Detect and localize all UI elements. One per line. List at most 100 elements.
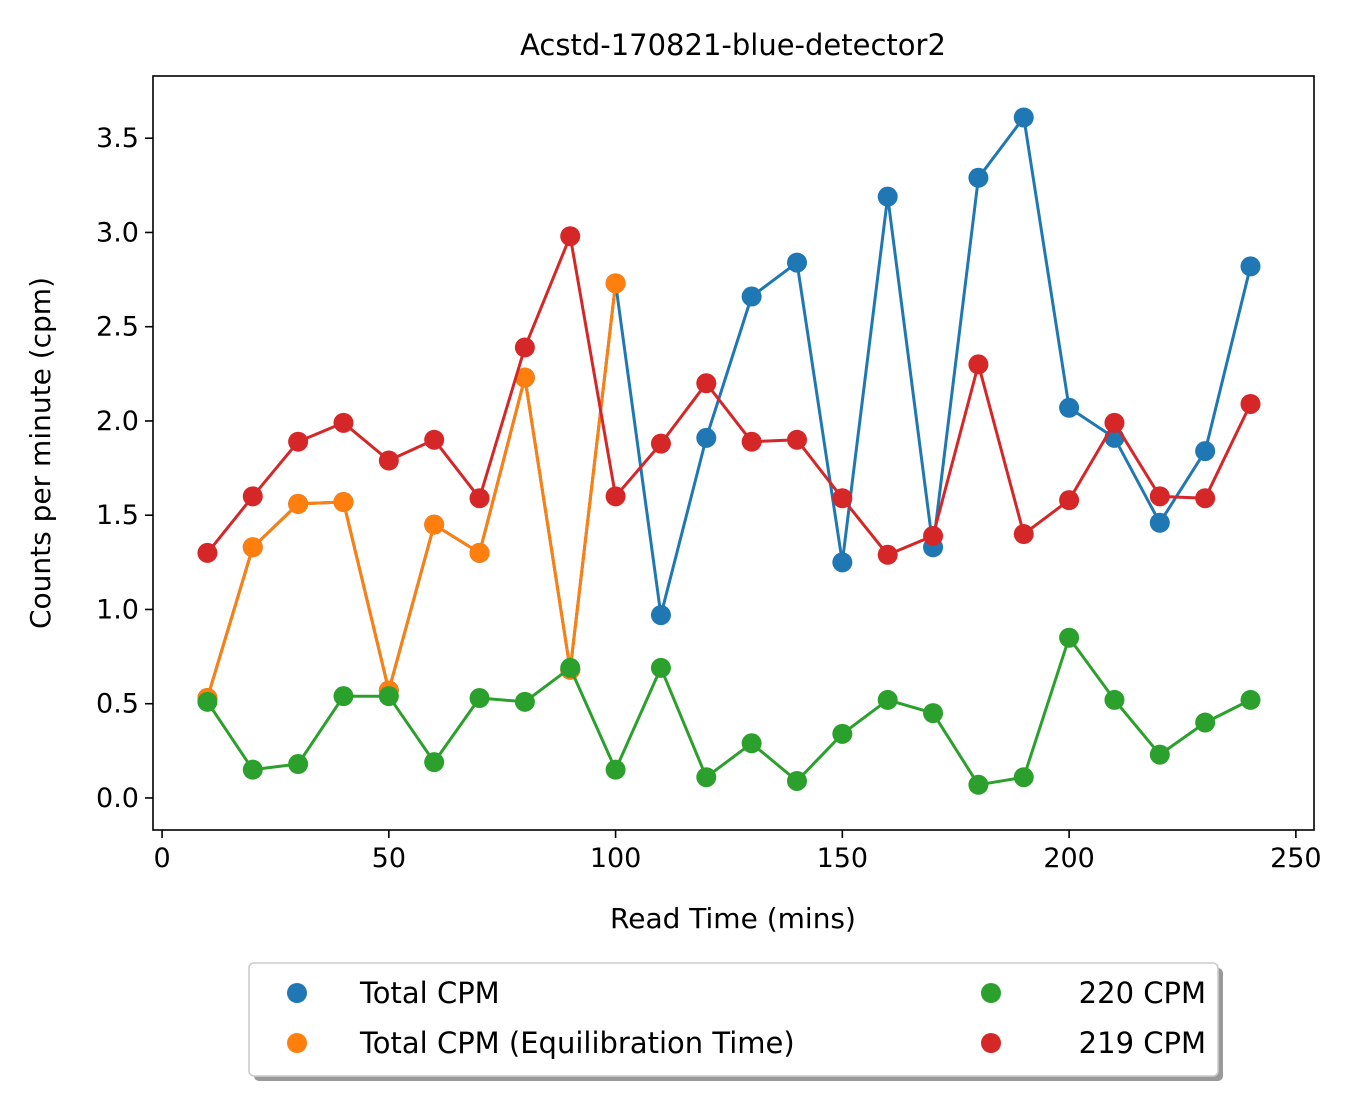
data-point	[832, 488, 853, 509]
data-point	[1104, 412, 1125, 433]
x-axis-label: Read Time (mins)	[610, 902, 856, 935]
x-axis: 0 50 100 150 200 250	[153, 830, 1322, 874]
data-point	[560, 657, 581, 678]
x-tick-label: 200	[1043, 843, 1095, 874]
data-point	[650, 433, 671, 454]
legend-label: Total CPM (Equilibration Time)	[359, 1026, 795, 1060]
data-point	[1240, 689, 1261, 710]
data-point	[696, 427, 717, 448]
data-point	[650, 657, 671, 678]
data-point	[786, 252, 807, 273]
series-1	[197, 273, 626, 709]
y-tick-label: 2.0	[96, 406, 139, 437]
data-point	[469, 688, 490, 709]
data-point	[378, 450, 399, 471]
data-point	[1059, 397, 1080, 418]
data-point	[605, 486, 626, 507]
data-point	[333, 412, 354, 433]
x-tick-label: 50	[372, 843, 406, 874]
data-point	[1195, 712, 1216, 733]
data-point	[1240, 256, 1261, 277]
y-axis-label: Counts per minute (cpm)	[24, 277, 57, 629]
x-tick-label: 150	[817, 843, 869, 874]
legend-label: 219 CPM	[1079, 1026, 1206, 1060]
data-point	[1240, 393, 1261, 414]
data-point	[968, 167, 989, 188]
y-tick-label: 3.0	[96, 217, 139, 248]
data-point	[741, 431, 762, 452]
x-tick-label: 0	[153, 843, 170, 874]
data-point	[514, 691, 535, 712]
data-point	[605, 273, 626, 294]
data-point	[514, 367, 535, 388]
data-point	[424, 514, 445, 535]
y-tick-label: 0.5	[96, 689, 139, 720]
y-tick-label: 3.5	[96, 123, 139, 154]
data-point	[469, 542, 490, 563]
y-tick-label: 0.0	[96, 783, 139, 814]
data-point	[242, 759, 263, 780]
y-tick-label: 1.5	[96, 500, 139, 531]
data-point	[1104, 689, 1125, 710]
data-point	[1059, 627, 1080, 648]
data-point	[1059, 490, 1080, 511]
data-point	[288, 754, 309, 775]
plot-frame	[152, 75, 1315, 831]
data-point	[968, 354, 989, 375]
data-point	[1013, 107, 1034, 128]
data-point	[786, 429, 807, 450]
data-point	[741, 286, 762, 307]
legend: Total CPM Total CPM (Equilibration Time) 2…	[248, 962, 1223, 1081]
data-point	[877, 186, 898, 207]
data-point	[877, 689, 898, 710]
legend-label: Total CPM	[359, 976, 500, 1010]
legend-marker	[981, 1033, 1001, 1053]
legend-marker	[981, 983, 1001, 1003]
data-point	[923, 525, 944, 546]
data-point	[288, 431, 309, 452]
data-point	[333, 492, 354, 513]
data-point	[650, 605, 671, 626]
series-line	[205, 283, 618, 699]
data-point	[877, 544, 898, 565]
y-axis: 0.0 0.5 1.0 1.5 2.0 2.5 3.0 3.5	[96, 123, 153, 814]
data-point	[696, 373, 717, 394]
series-2	[197, 627, 1261, 795]
data-point	[1149, 744, 1170, 765]
x-tick-label: 100	[590, 843, 642, 874]
x-tick-label: 250	[1270, 843, 1322, 874]
series-3	[197, 226, 1261, 565]
data-point	[469, 488, 490, 509]
data-point	[242, 486, 263, 507]
data-point	[832, 723, 853, 744]
y-tick-label: 2.5	[96, 312, 139, 343]
chart-title: Acstd-170821-blue-detector2	[520, 28, 946, 62]
data-point	[923, 703, 944, 724]
legend-label: 220 CPM	[1079, 976, 1206, 1010]
data-point	[424, 752, 445, 773]
data-point	[1195, 488, 1216, 509]
data-point	[741, 733, 762, 754]
data-point	[288, 493, 309, 514]
legend-marker	[287, 983, 307, 1003]
y-tick-label: 1.0	[96, 594, 139, 625]
data-point	[1149, 512, 1170, 533]
legend-marker	[287, 1033, 307, 1053]
data-point	[333, 686, 354, 707]
data-point	[832, 552, 853, 573]
data-point	[242, 537, 263, 558]
data-point	[1013, 767, 1034, 788]
data-point	[1149, 486, 1170, 507]
data-point	[424, 429, 445, 450]
legend-box	[248, 962, 1219, 1077]
data-point	[560, 226, 581, 247]
data-point	[605, 759, 626, 780]
data-point	[197, 542, 218, 563]
data-point	[786, 770, 807, 791]
data-point	[514, 337, 535, 358]
data-point	[378, 686, 399, 707]
series-layer	[197, 107, 1261, 795]
data-point	[696, 767, 717, 788]
data-point	[968, 774, 989, 795]
